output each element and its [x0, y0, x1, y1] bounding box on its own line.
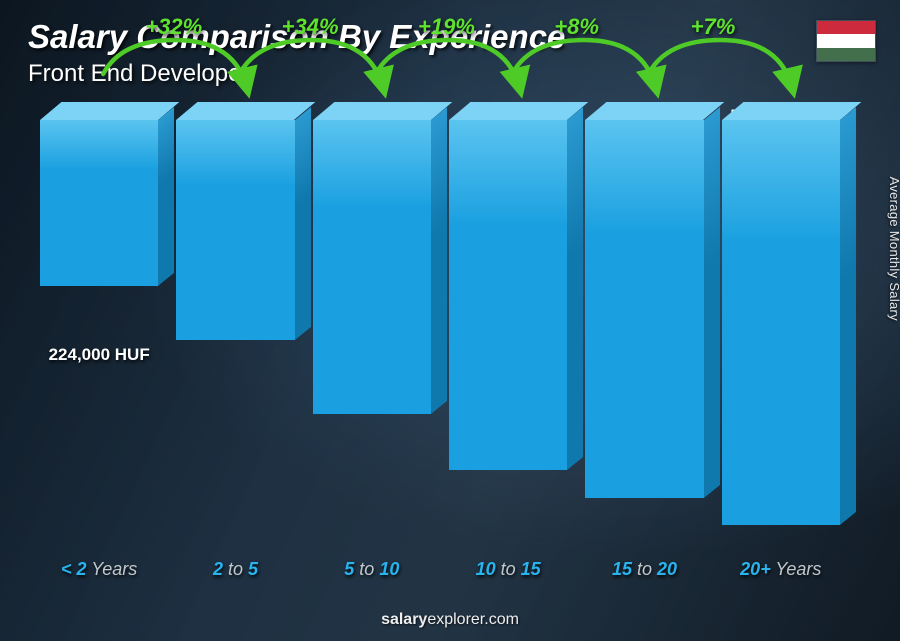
x-label: 2 to 5 [176, 559, 294, 585]
bar-group: 297,000 HUF [176, 120, 294, 555]
page-subtitle: Front End Developer [28, 60, 565, 88]
brand-bold: salary [381, 611, 427, 628]
page-title: Salary Comparison By Experience [28, 18, 565, 56]
flag-stripe [817, 48, 875, 61]
x-axis: < 2 Years 2 to 5 5 to 10 10 to 15 15 to 20 20… [30, 559, 850, 585]
bar-front-face [585, 120, 703, 498]
bar-front-face [176, 120, 294, 340]
x-label: 20+ Years [722, 559, 840, 585]
bar [585, 120, 703, 498]
bar-side-face [704, 107, 720, 498]
bar-group: 397,000 HUF [313, 120, 431, 555]
bar-front-face [449, 120, 567, 470]
bar-side-face [840, 107, 856, 525]
bar [313, 120, 431, 414]
bar [722, 120, 840, 525]
flag-icon [816, 20, 876, 62]
x-label: 15 to 20 [585, 559, 703, 585]
bar [176, 120, 294, 340]
footer: salaryexplorer.com [0, 611, 900, 629]
x-label: 10 to 15 [449, 559, 567, 585]
bar-top-face [722, 102, 862, 120]
bar-top-face [40, 102, 180, 120]
x-label: 5 to 10 [313, 559, 431, 585]
bar [40, 120, 158, 286]
flag-stripe [817, 21, 875, 34]
bar-top-face [176, 102, 316, 120]
bar-group: 547,000 HUF [722, 120, 840, 555]
bar-front-face [313, 120, 431, 414]
bar-side-face [431, 107, 447, 414]
brand-rest: explorer.com [427, 611, 519, 628]
bar-group: 224,000 HUF [40, 120, 158, 555]
bar-value-label: 224,000 HUF [16, 345, 182, 365]
bar-group: 473,000 HUF [449, 120, 567, 555]
bar-group: 510,000 HUF [585, 120, 703, 555]
salary-chart: 224,000 HUF297,000 HUF397,000 HUF473,000… [30, 120, 850, 585]
bar-side-face [158, 107, 174, 286]
bar-top-face [449, 102, 589, 120]
x-label: < 2 Years [40, 559, 158, 585]
y-axis-label: Average Monthly Salary [887, 176, 900, 320]
bar-top-face [313, 102, 453, 120]
bar [449, 120, 567, 470]
header: Salary Comparison By Experience Front En… [28, 18, 565, 88]
bar-container: 224,000 HUF297,000 HUF397,000 HUF473,000… [30, 120, 850, 555]
growth-pct-label: +7% [691, 14, 736, 40]
bar-front-face [40, 120, 158, 286]
bar-side-face [567, 107, 583, 470]
flag-stripe [817, 34, 875, 47]
bar-front-face [722, 120, 840, 525]
